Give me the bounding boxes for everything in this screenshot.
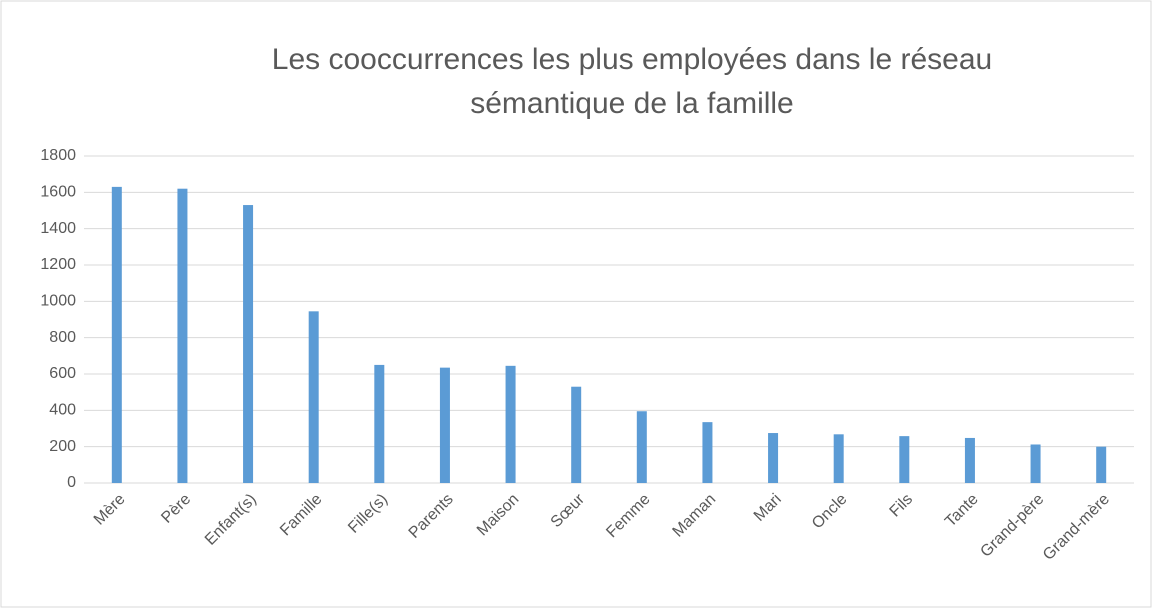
bar	[571, 386, 582, 483]
x-tick-label: Famille	[277, 491, 326, 540]
bar	[768, 433, 779, 483]
x-tick-label: Mari	[751, 491, 785, 525]
x-tick-label: Maison	[474, 491, 523, 540]
x-tick-label: Oncle	[809, 491, 851, 533]
x-tick-label: Père	[158, 491, 194, 527]
bar	[1030, 444, 1041, 483]
bar	[177, 188, 188, 483]
bar	[374, 364, 385, 483]
bar	[636, 411, 647, 483]
x-tick-label: Grand-père	[977, 491, 1047, 561]
x-tick-label: Femme	[603, 491, 653, 541]
x-tick-label: Maman	[669, 491, 719, 541]
bar	[702, 422, 713, 483]
bar	[505, 365, 516, 483]
y-tick-label: 0	[67, 474, 76, 491]
y-tick-label: 1800	[40, 147, 76, 164]
x-tick-label: Fils	[887, 491, 917, 521]
y-tick-label: 200	[49, 438, 76, 455]
y-tick-label: 1600	[40, 184, 76, 201]
bar	[243, 205, 254, 484]
x-tick-label: Enfant(s)	[202, 491, 260, 549]
y-tick-label: 1400	[40, 220, 76, 237]
y-tick-label: 400	[49, 402, 76, 419]
y-tick-label: 1200	[40, 256, 76, 273]
bar	[1096, 446, 1107, 483]
x-tick-label: Tante	[942, 491, 982, 531]
y-tick-label: 800	[49, 329, 76, 346]
y-tick-label: 1000	[40, 293, 76, 310]
x-tick-label: Mère	[91, 491, 129, 529]
x-tick-label: Sœur	[548, 490, 589, 531]
bar	[308, 311, 319, 483]
bar	[111, 186, 122, 483]
x-tick-label: Fille(s)	[345, 491, 391, 537]
bar	[964, 437, 975, 483]
x-tick-label: Grand-mère	[1040, 491, 1113, 564]
x-tick-label: Parents	[406, 491, 457, 542]
y-tick-label: 600	[49, 365, 76, 382]
bar	[833, 434, 844, 483]
chart-title: Les cooccurrences les plus employées dan…	[271, 43, 993, 120]
bar	[439, 367, 450, 483]
bar	[899, 436, 910, 483]
